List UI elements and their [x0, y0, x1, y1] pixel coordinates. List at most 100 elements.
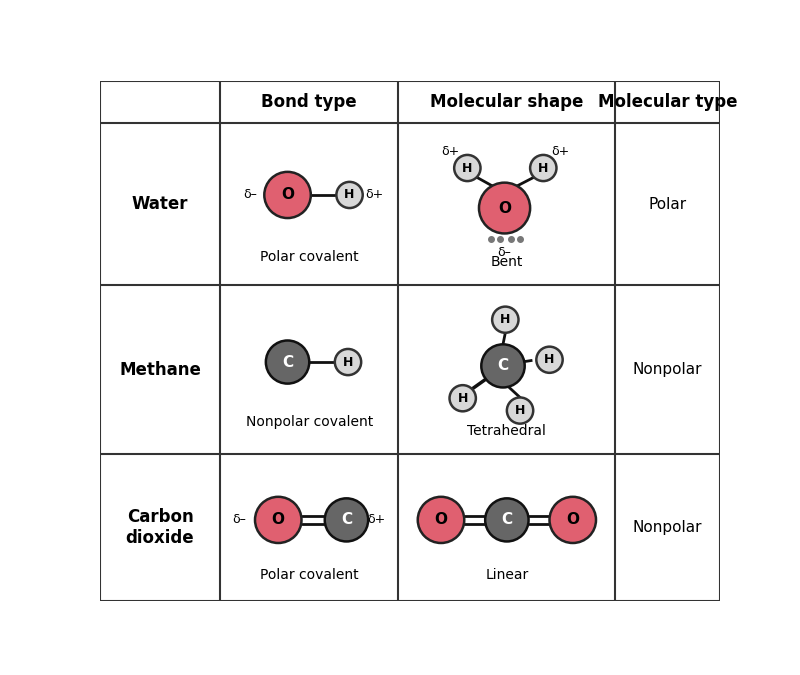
- Ellipse shape: [275, 350, 294, 368]
- Ellipse shape: [500, 315, 505, 319]
- Ellipse shape: [425, 504, 452, 531]
- Ellipse shape: [494, 508, 513, 526]
- Ellipse shape: [479, 183, 530, 234]
- Ellipse shape: [537, 348, 562, 371]
- Ellipse shape: [455, 391, 466, 402]
- Ellipse shape: [342, 187, 354, 200]
- Ellipse shape: [338, 352, 357, 371]
- Text: Methane: Methane: [119, 360, 201, 379]
- Ellipse shape: [273, 347, 298, 373]
- Ellipse shape: [486, 189, 519, 223]
- Ellipse shape: [340, 354, 353, 367]
- Text: H: H: [500, 313, 510, 326]
- Ellipse shape: [459, 160, 472, 173]
- Ellipse shape: [450, 385, 476, 411]
- Ellipse shape: [540, 350, 557, 367]
- Ellipse shape: [257, 498, 299, 541]
- Ellipse shape: [258, 500, 297, 538]
- Ellipse shape: [455, 156, 479, 180]
- Ellipse shape: [536, 161, 547, 171]
- Ellipse shape: [333, 506, 354, 528]
- Ellipse shape: [458, 159, 474, 174]
- Ellipse shape: [484, 347, 520, 383]
- Ellipse shape: [546, 356, 547, 358]
- Ellipse shape: [489, 192, 514, 217]
- Ellipse shape: [490, 504, 519, 533]
- Ellipse shape: [496, 310, 512, 326]
- Ellipse shape: [341, 354, 351, 366]
- Ellipse shape: [428, 507, 447, 526]
- Ellipse shape: [531, 156, 555, 180]
- Ellipse shape: [551, 498, 594, 541]
- Ellipse shape: [492, 355, 506, 369]
- Ellipse shape: [557, 504, 584, 531]
- Ellipse shape: [279, 354, 286, 361]
- Ellipse shape: [339, 184, 358, 204]
- Ellipse shape: [511, 402, 526, 417]
- Ellipse shape: [544, 354, 550, 360]
- Ellipse shape: [274, 182, 294, 201]
- Ellipse shape: [536, 347, 562, 373]
- Ellipse shape: [496, 359, 500, 362]
- Ellipse shape: [454, 155, 481, 181]
- Text: Carbon
dioxide: Carbon dioxide: [126, 508, 194, 547]
- Ellipse shape: [541, 351, 556, 366]
- Ellipse shape: [502, 316, 503, 318]
- Ellipse shape: [463, 164, 466, 166]
- Ellipse shape: [327, 501, 364, 537]
- Ellipse shape: [279, 186, 286, 194]
- Ellipse shape: [270, 344, 302, 377]
- Text: O: O: [272, 512, 285, 527]
- Ellipse shape: [457, 157, 477, 177]
- Ellipse shape: [280, 188, 284, 192]
- Ellipse shape: [566, 513, 570, 516]
- Ellipse shape: [534, 158, 551, 176]
- Ellipse shape: [460, 161, 471, 171]
- Ellipse shape: [268, 510, 280, 521]
- Ellipse shape: [535, 160, 548, 173]
- Ellipse shape: [498, 313, 507, 322]
- Ellipse shape: [458, 394, 462, 398]
- Ellipse shape: [278, 352, 289, 363]
- Ellipse shape: [516, 406, 518, 408]
- Text: H: H: [344, 188, 354, 201]
- Ellipse shape: [342, 188, 353, 198]
- Ellipse shape: [494, 197, 506, 210]
- Text: O: O: [498, 200, 511, 215]
- Ellipse shape: [499, 314, 506, 321]
- Ellipse shape: [264, 506, 287, 529]
- Ellipse shape: [495, 310, 513, 327]
- Ellipse shape: [432, 511, 440, 519]
- Ellipse shape: [451, 387, 473, 408]
- Ellipse shape: [434, 513, 438, 516]
- Ellipse shape: [456, 157, 478, 178]
- Ellipse shape: [262, 504, 290, 531]
- Ellipse shape: [331, 505, 357, 531]
- Ellipse shape: [336, 182, 362, 208]
- Ellipse shape: [494, 356, 504, 367]
- Ellipse shape: [494, 308, 516, 330]
- Ellipse shape: [341, 186, 356, 201]
- Ellipse shape: [498, 512, 506, 519]
- Ellipse shape: [539, 164, 542, 166]
- Ellipse shape: [269, 343, 305, 379]
- Ellipse shape: [261, 503, 292, 533]
- Ellipse shape: [329, 502, 362, 535]
- Ellipse shape: [543, 353, 552, 362]
- Text: Water: Water: [132, 195, 188, 213]
- Text: δ+: δ+: [551, 144, 570, 157]
- Ellipse shape: [276, 184, 291, 199]
- Text: Polar covalent: Polar covalent: [260, 250, 358, 263]
- Text: Molecular shape: Molecular shape: [430, 93, 583, 111]
- Ellipse shape: [267, 175, 306, 213]
- Ellipse shape: [498, 510, 508, 521]
- Ellipse shape: [457, 393, 463, 399]
- Ellipse shape: [534, 159, 550, 174]
- Ellipse shape: [454, 390, 468, 403]
- Ellipse shape: [496, 509, 510, 524]
- Ellipse shape: [338, 184, 360, 205]
- Ellipse shape: [482, 344, 525, 387]
- Ellipse shape: [497, 200, 501, 205]
- Ellipse shape: [456, 392, 465, 400]
- Ellipse shape: [259, 501, 294, 536]
